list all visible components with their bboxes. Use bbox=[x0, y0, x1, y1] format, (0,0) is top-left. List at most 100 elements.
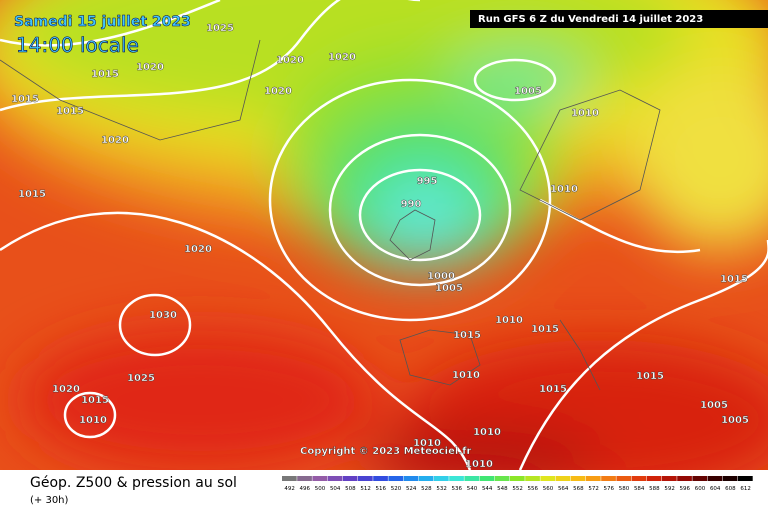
isobar-label: 1010 bbox=[452, 370, 480, 381]
isobar-label: 1010 bbox=[550, 184, 578, 195]
isobar-label: 1005 bbox=[700, 400, 728, 411]
run-info: Run GFS 6 Z du Vendredi 14 juillet 2023 bbox=[478, 14, 703, 25]
scale-label: 560 bbox=[543, 486, 554, 492]
scale-swatch bbox=[677, 476, 692, 481]
isobar-label: 1020 bbox=[264, 86, 292, 97]
scale-label: 500 bbox=[315, 486, 326, 492]
footer-title: Géop. Z500 & pression au sol bbox=[30, 475, 237, 491]
scale-label: 564 bbox=[558, 486, 569, 492]
scale-swatch bbox=[722, 476, 738, 481]
scale-swatch bbox=[312, 476, 328, 481]
scale-label: 568 bbox=[573, 486, 584, 492]
scale-label: 504 bbox=[330, 486, 341, 492]
run-banner bbox=[470, 10, 768, 28]
scale-swatch bbox=[601, 476, 616, 481]
scale-label: 612 bbox=[740, 486, 751, 492]
isobar-labels: 1025102010201020102010151015101510201015… bbox=[11, 23, 749, 470]
color-scale: 492 496 500 504 508 512 516 520 524 528 532 536 540 5… bbox=[282, 476, 753, 492]
isobar-label: 1020 bbox=[101, 135, 129, 146]
isobars bbox=[0, 0, 701, 471]
isobar-label: 1010 bbox=[495, 315, 523, 326]
scale-swatch bbox=[662, 476, 677, 481]
scale-label: 532 bbox=[436, 486, 447, 492]
scale-label: 524 bbox=[406, 486, 417, 492]
isobar-label: 1015 bbox=[636, 371, 664, 382]
isobar-label: 1015 bbox=[81, 395, 109, 406]
scale-label: 540 bbox=[467, 486, 478, 492]
copyright: Copyright © 2023 Meteociel.fr bbox=[300, 446, 471, 457]
scale-swatch bbox=[738, 476, 753, 481]
date: Samedi 15 juillet 2023 bbox=[14, 14, 191, 30]
isobar-label: 1010 bbox=[79, 415, 107, 426]
scale-label: 584 bbox=[634, 486, 645, 492]
scale-label: 604 bbox=[710, 486, 721, 492]
scale-swatch bbox=[479, 476, 495, 481]
scale-label: 496 bbox=[300, 486, 311, 492]
isobar-label: 1010 bbox=[413, 438, 441, 449]
scale-label: 548 bbox=[497, 486, 508, 492]
isobar-label: 1020 bbox=[52, 384, 80, 395]
scale-label: 516 bbox=[376, 486, 387, 492]
scale-label: 592 bbox=[664, 486, 675, 492]
isobar-label: 990 bbox=[401, 199, 422, 210]
scale-label: 536 bbox=[452, 486, 463, 492]
scale-swatch bbox=[525, 476, 540, 481]
scale-label: 576 bbox=[604, 486, 615, 492]
scale-swatch bbox=[449, 476, 464, 481]
scale-swatch bbox=[327, 476, 343, 481]
isobar-label: 995 bbox=[417, 176, 438, 187]
scale-label: 596 bbox=[680, 486, 691, 492]
scale-label: 580 bbox=[619, 486, 630, 492]
scale-label: 600 bbox=[695, 486, 706, 492]
scale-swatch bbox=[297, 476, 312, 481]
scale-label: 528 bbox=[421, 486, 432, 492]
isobar-label: 1025 bbox=[127, 373, 155, 384]
isobar-label: 1015 bbox=[18, 189, 46, 200]
scale-label: 508 bbox=[345, 486, 356, 492]
footer-lead: (+ 30h) bbox=[30, 495, 69, 506]
scale-swatch bbox=[403, 476, 419, 481]
coastlines bbox=[0, 39, 661, 391]
isobar-label: 1030 bbox=[149, 310, 177, 321]
time: 14:00 locale bbox=[16, 33, 139, 57]
isobar-label: 1015 bbox=[56, 106, 84, 117]
isobar-label: 1005 bbox=[514, 86, 542, 97]
isobar-label: 1005 bbox=[435, 283, 463, 294]
isobar-label: 1020 bbox=[136, 62, 164, 73]
scale-label: 552 bbox=[512, 486, 523, 492]
isobar-label: 1020 bbox=[184, 244, 212, 255]
isobar-label: 1005 bbox=[721, 415, 749, 426]
isobar-label: 1015 bbox=[539, 384, 567, 395]
scale-swatch bbox=[555, 476, 571, 481]
scale-swatch bbox=[707, 476, 723, 481]
isobar-label: 1010 bbox=[571, 108, 599, 119]
scale-swatch bbox=[616, 476, 632, 481]
isobar-label: 1020 bbox=[276, 55, 304, 66]
isobar-label: 1015 bbox=[11, 94, 39, 105]
scale-label: 492 bbox=[284, 486, 295, 492]
scale-label: 544 bbox=[482, 486, 493, 492]
scale-swatch bbox=[646, 476, 662, 481]
isobar-label: 1015 bbox=[91, 69, 119, 80]
scale-swatch bbox=[373, 476, 388, 481]
scale-swatch bbox=[358, 476, 373, 481]
isobar-label: 1025 bbox=[206, 23, 234, 34]
scale-swatch bbox=[692, 476, 708, 481]
scale-swatch bbox=[434, 476, 449, 481]
scale-swatch bbox=[570, 476, 586, 481]
isobar-label: 1020 bbox=[328, 52, 356, 63]
scale-label: 520 bbox=[391, 486, 402, 492]
scale-swatch bbox=[464, 476, 480, 481]
scale-swatch bbox=[342, 476, 358, 481]
scale-swatch bbox=[282, 476, 297, 481]
isobar-label: 1015 bbox=[720, 274, 748, 285]
scale-label: 512 bbox=[360, 486, 371, 492]
scale-swatch bbox=[586, 476, 601, 481]
scale-label: 588 bbox=[649, 486, 660, 492]
scale-swatch bbox=[494, 476, 510, 481]
scale-swatch bbox=[510, 476, 525, 481]
isobar-label: 1010 bbox=[465, 459, 493, 470]
scale-label: 608 bbox=[725, 486, 736, 492]
scale-swatch bbox=[631, 476, 647, 481]
